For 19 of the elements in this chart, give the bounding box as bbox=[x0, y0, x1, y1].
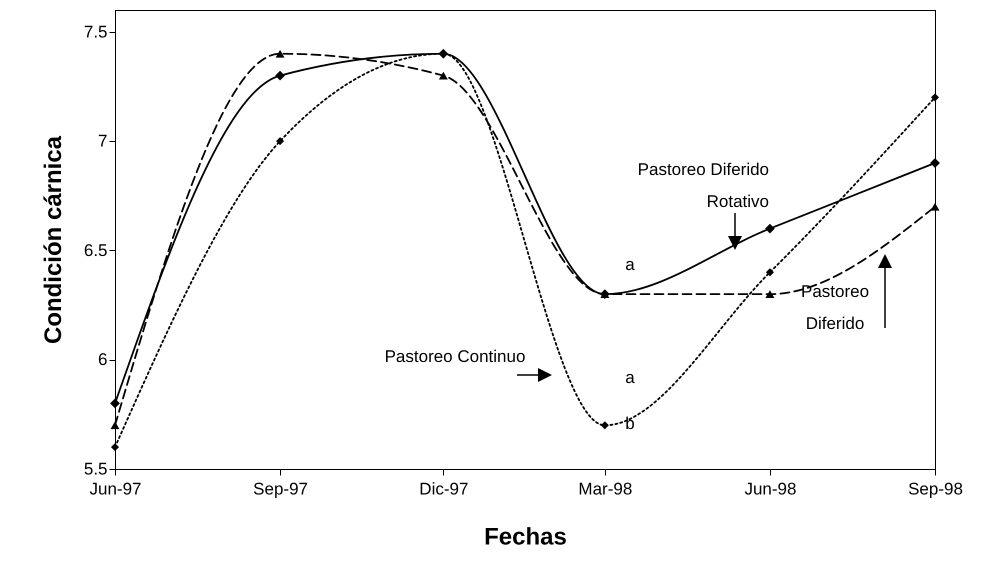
series-label: Pastoreo Continuo bbox=[384, 347, 526, 366]
y-tick-label: 7 bbox=[98, 132, 108, 151]
y-tick-label: 6 bbox=[98, 350, 108, 370]
x-tick-label: Sep-98 bbox=[908, 480, 963, 498]
x-tick-label: Jun-97 bbox=[90, 480, 142, 498]
x-tick-label: Jun-98 bbox=[744, 480, 796, 498]
annotation: a bbox=[625, 368, 636, 387]
x-tick-label: Dic-97 bbox=[419, 480, 468, 498]
legend-label: Pastoreo Diferido bbox=[800, 282, 870, 333]
y-axis-title: Condición cárnica bbox=[40, 135, 67, 344]
y-tick-label: 7.5 bbox=[84, 22, 108, 42]
y-tick-label: 5.5 bbox=[84, 460, 108, 478]
x-tick-label: Mar-98 bbox=[578, 480, 632, 498]
y-tick-label: 6.5 bbox=[84, 240, 108, 260]
x-axis-title: Fechas bbox=[484, 524, 567, 550]
annotation: a bbox=[625, 255, 636, 274]
x-tick-label: Sep-97 bbox=[253, 480, 308, 498]
series-label: Pastoreo Diferido Rotativo bbox=[638, 160, 769, 211]
annotation: b bbox=[625, 414, 635, 433]
